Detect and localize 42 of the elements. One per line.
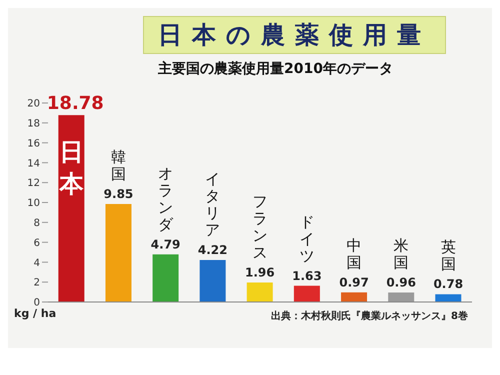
data-label: 1.63 <box>292 268 322 283</box>
x-tick-label: 韓国 <box>110 148 126 183</box>
bar <box>246 282 273 302</box>
y-tick-label: 18 <box>27 118 40 130</box>
chart-title: 日本の農薬使用量 <box>143 16 446 54</box>
data-label: 1.96 <box>245 266 275 280</box>
x-tick-label: 米国 <box>394 236 409 272</box>
y-tick-label: 10 <box>27 198 40 210</box>
x-tick-label: フランス <box>252 192 268 262</box>
chart-subtitle: 主要国の農薬使用量2010年のデータ <box>158 60 393 78</box>
y-tick-label: 0 <box>34 298 40 309</box>
bar <box>58 115 84 302</box>
y-tick-label: 4 <box>34 258 40 269</box>
y-tick-label: 8 <box>34 218 40 229</box>
data-label: 0.78 <box>433 277 464 292</box>
y-axis-title: kg / ha <box>14 307 56 320</box>
x-tick-label: オランダ <box>158 164 174 234</box>
x-tick-label: 日本 <box>58 138 84 198</box>
bar <box>152 254 179 302</box>
bar <box>294 286 320 302</box>
bar <box>435 294 462 302</box>
x-tick-label: 中国 <box>346 236 362 272</box>
x-tick-label: 英国 <box>440 238 456 274</box>
x-tick-label: イタリア <box>205 170 220 240</box>
bar <box>200 260 226 302</box>
x-tick-label: ドイツ <box>299 212 314 265</box>
source-note: 出典：木村秋則氏『農業ルネッサンス』8巻 <box>271 310 468 323</box>
data-label: 9.85 <box>104 186 134 201</box>
bar <box>105 204 132 302</box>
y-tick-label: 12 <box>27 178 40 190</box>
bar <box>341 292 368 302</box>
y-tick-label: 6 <box>34 238 40 249</box>
y-tick-label: 16 <box>27 138 40 150</box>
data-label: 4.22 <box>198 243 228 258</box>
y-tick-label: 14 <box>27 158 40 170</box>
y-tick-label: 2 <box>34 278 40 289</box>
data-label: 0.96 <box>386 275 416 290</box>
y-tick-label: 20 <box>27 98 40 110</box>
data-label: 4.79 <box>150 237 180 252</box>
data-label: 18.78 <box>46 93 104 114</box>
bar <box>388 292 414 302</box>
data-label: 0.97 <box>339 275 369 290</box>
